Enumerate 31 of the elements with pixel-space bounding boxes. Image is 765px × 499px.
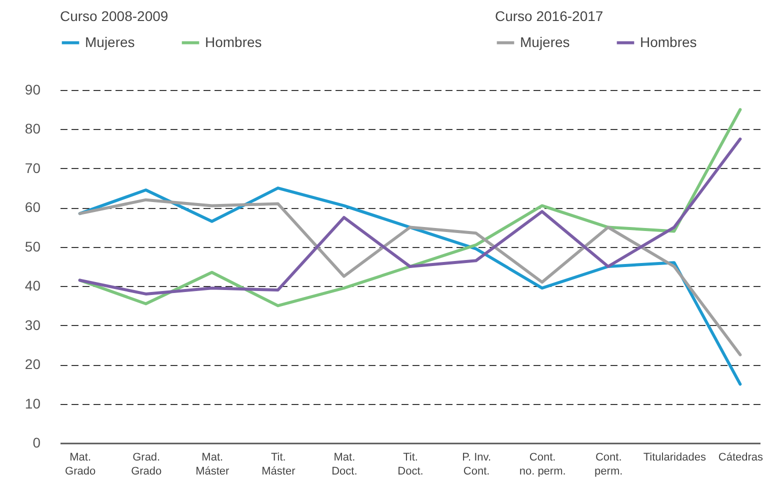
y-tick-label: 60: [24, 199, 41, 216]
x-tick-label: Cátedras: [718, 452, 764, 464]
x-tick-label: Mat. Máster: [196, 452, 230, 478]
x-tick-label: Mat. Doct.: [332, 452, 358, 478]
y-tick-label: 80: [24, 120, 41, 137]
y-tick-label: 10: [24, 395, 41, 412]
y-tick-label: 70: [24, 160, 41, 176]
x-tick-label: Mat. Grado: [65, 452, 96, 478]
text: Curso 2016-2017: [495, 8, 604, 24]
line-series: [78, 138, 742, 296]
x-tick-label: P. Inv. Cont.: [462, 452, 492, 478]
x-tick-label: Cont. perm.: [594, 452, 623, 478]
legend-label: Mujeres: [85, 34, 135, 50]
y-tick-label: 40: [24, 278, 41, 294]
y-tick-label: 50: [24, 238, 41, 254]
y-tick-label: 20: [24, 356, 41, 372]
y-tick-label: 0: [32, 434, 41, 450]
y-tick-label: 30: [24, 316, 41, 333]
text: Curso 2008-2009: [60, 8, 168, 24]
legend-label: Mujeres: [520, 34, 570, 50]
x-tick-label: Tit. Doct.: [398, 452, 424, 478]
x-tick-label: Titularidades: [643, 452, 706, 464]
x-tick-label: Grad. Grado: [131, 452, 162, 478]
legend-label: Hombres: [640, 34, 697, 50]
line-series: [78, 108, 742, 308]
line-series: [78, 198, 742, 356]
x-tick-label: Tit. Máster: [262, 452, 296, 478]
x-tick-label: Cont. no. perm.: [519, 452, 566, 478]
line-series: [78, 186, 742, 386]
y-tick-label: 90: [24, 82, 41, 98]
legend-label: Hombres: [205, 34, 262, 50]
